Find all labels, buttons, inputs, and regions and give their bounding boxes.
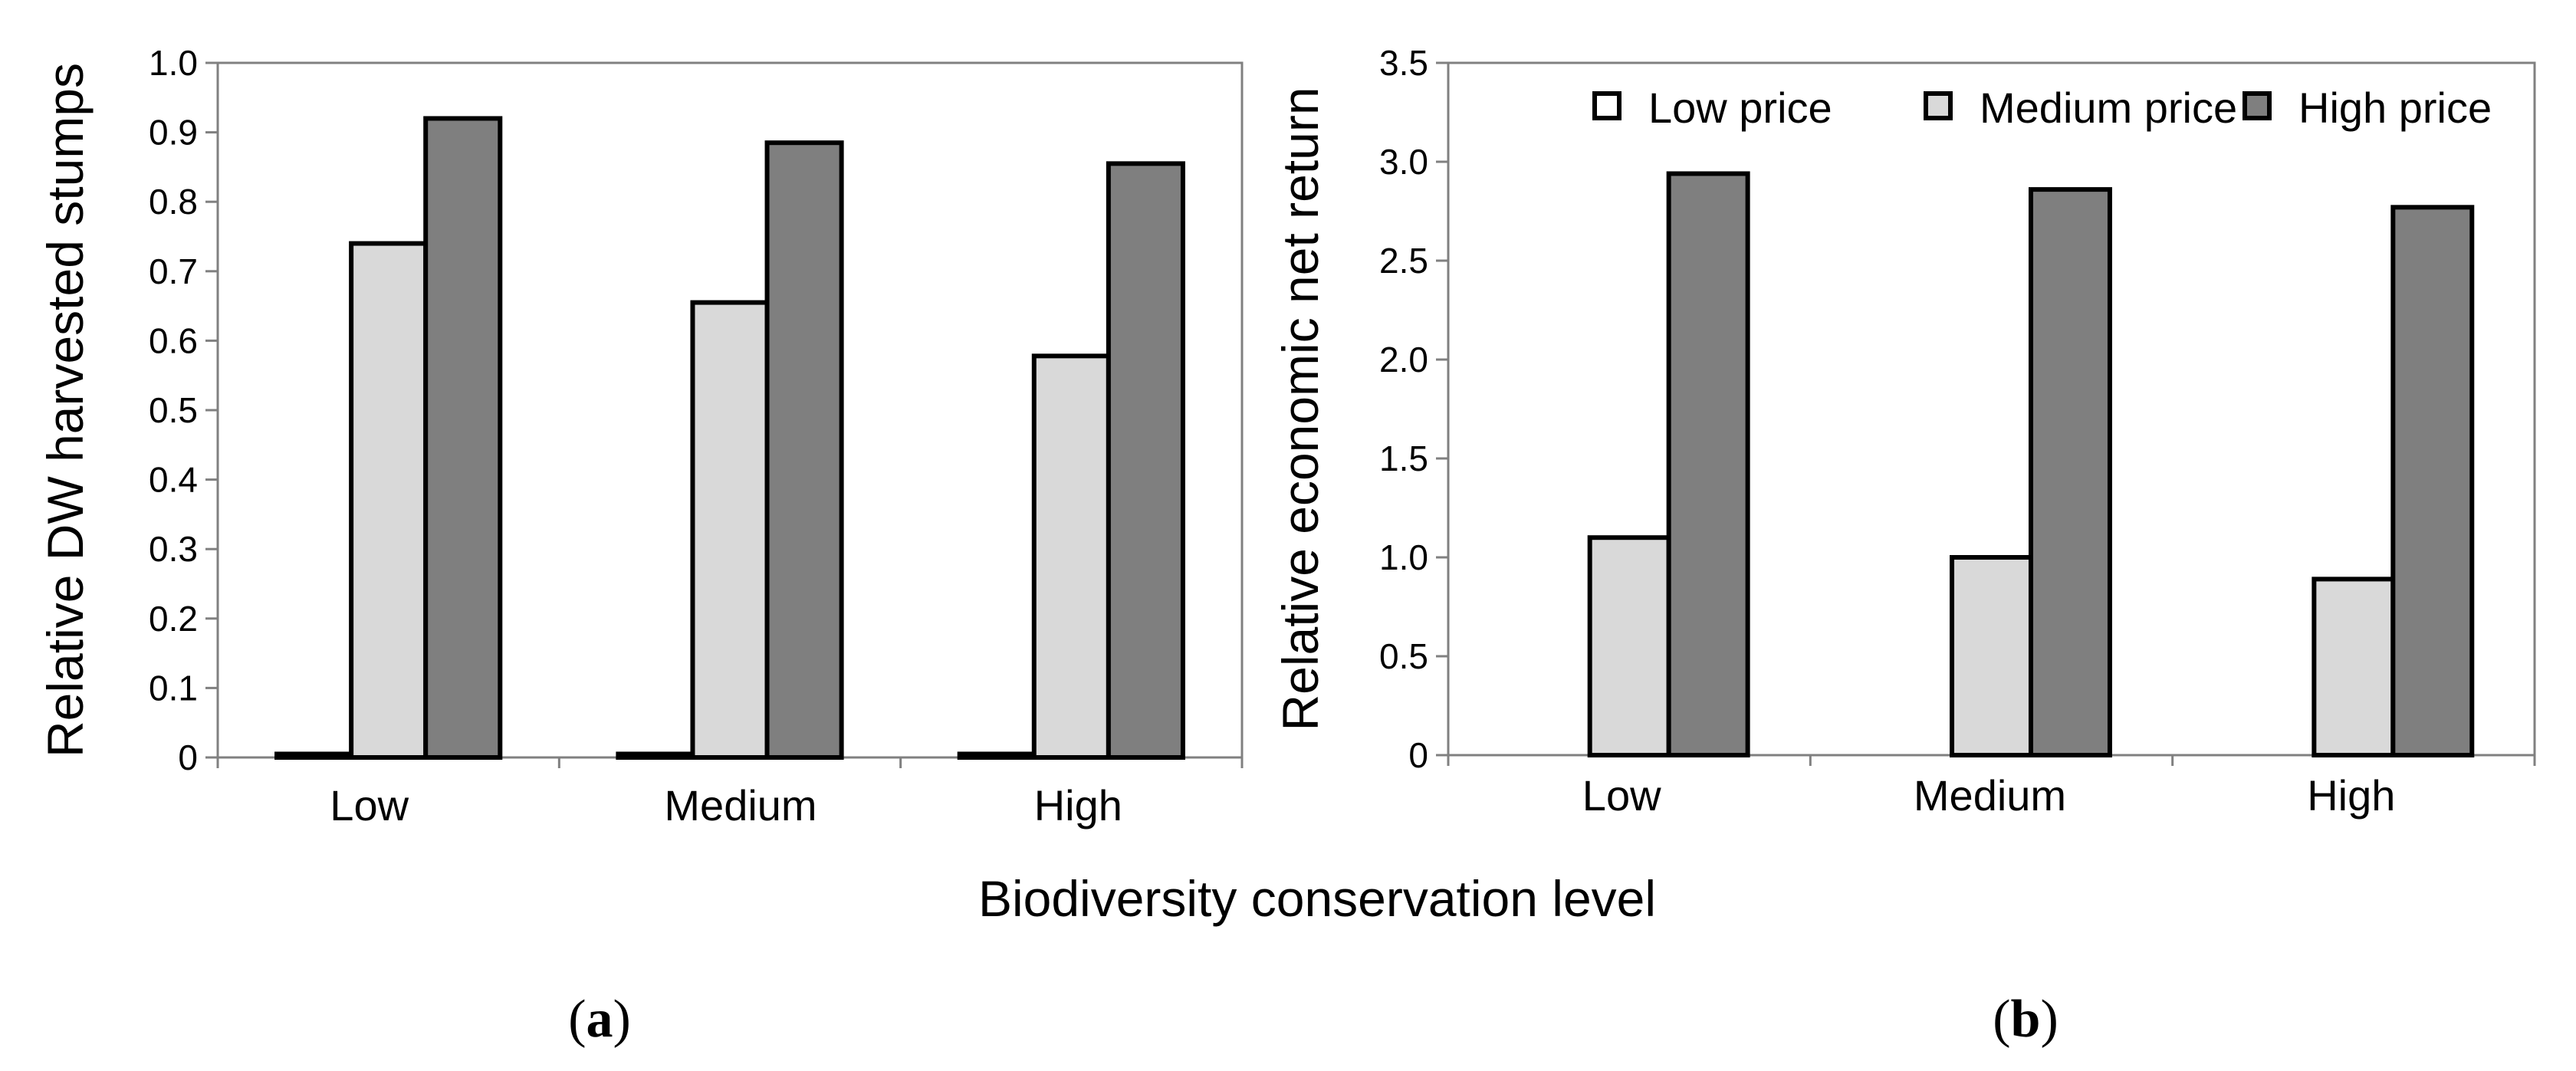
chart-a-bar-high-price-low: [423, 116, 503, 761]
chart-b-y-tick-label: 2.0: [1379, 340, 1428, 379]
chart-a-bar-low-price-low: [274, 751, 354, 760]
chart-b-bar-medium-price-low: [1587, 535, 1671, 757]
chart-a-y-tick-label: 0.7: [149, 251, 198, 291]
chart-a-y-tick-label: 1.0: [149, 43, 198, 83]
legend-label-high-price: High price: [2298, 84, 2492, 132]
panel-label-a: (a): [568, 990, 631, 1049]
chart-a-y-tick-label: 0: [178, 738, 198, 777]
chart-b-y-tick-label: 0.5: [1379, 636, 1428, 676]
chart-a-relative-dw-harvested-stumps: 0 0.1 0.2 0.3 0.4 0.5 0.6 0.7 0.8 0.9 1.0 Relative …: [37, 43, 1244, 830]
chart-a-bar-high-price-high: [1106, 161, 1185, 760]
chart-b-bar-medium-price-high: [2312, 577, 2396, 757]
chart-a-bar-high-price-medium: [764, 140, 844, 760]
chart-a-y-tick-label: 0.2: [149, 599, 198, 639]
chart-b-relative-economic-net-return: 0 0.5 1.0 1.5 2.0 2.5 3.0 3.5 Relative economic …: [1272, 43, 2536, 820]
shared-x-axis-title: Biodiversity conservation level: [978, 870, 1656, 927]
chart-a-x-tick-label: Medium: [664, 781, 816, 830]
chart-a-bar-medium-price-low: [349, 241, 429, 760]
chart-b-y-tick-label: 1.0: [1379, 537, 1428, 577]
chart-b-bar-high-price-high: [2390, 205, 2475, 757]
legend-swatch-medium-price: [1924, 91, 1953, 120]
legend-swatch-low-price: [1592, 91, 1622, 120]
chart-b-bar-high-price-low: [1666, 171, 1750, 758]
chart-a-y-tick-label: 0.4: [149, 460, 198, 500]
chart-a-y-axis-title: Relative DW harvested stumps: [37, 63, 94, 757]
chart-a-y-tick-label: 0.6: [149, 320, 198, 360]
chart-b-x-tick-label: Low: [1582, 771, 1661, 820]
chart-a-y-tick-label: 0.3: [149, 529, 198, 569]
chart-b-bar-high-price-medium: [2028, 187, 2112, 757]
chart-b-y-tick-label: 1.5: [1379, 439, 1428, 478]
chart-a-y-tick-label: 0.8: [149, 182, 198, 222]
chart-a-x-tick-label: Low: [330, 781, 409, 830]
chart-b-y-tick-label: 3.0: [1379, 142, 1428, 182]
chart-a-y-tick-label: 0.9: [149, 113, 198, 153]
legend-label-low-price: Low price: [1648, 84, 1832, 132]
chart-b-y-tick-label: 3.5: [1379, 43, 1428, 83]
legend-label-medium-price: Medium price: [1980, 84, 2237, 132]
chart-a-bar-low-price-high: [957, 751, 1037, 760]
chart-b-y-axis-title: Relative economic net return: [1272, 87, 1329, 731]
chart-b-y-tick-label: 2.5: [1379, 241, 1428, 281]
panel-label-b: (b): [1993, 990, 2058, 1049]
chart-b-y-tick-label: 0: [1408, 735, 1428, 775]
chart-a-bar-low-price-medium: [616, 751, 695, 760]
chart-a-y-tick-label: 0.1: [149, 668, 198, 708]
legend-swatch-high-price: [2242, 91, 2272, 120]
chart-b-x-tick-label: High: [2307, 771, 2395, 820]
legend: Low price Medium price High price: [1592, 84, 2492, 132]
chart-a-bar-medium-price-medium: [690, 300, 770, 760]
chart-a-x-tick-label: High: [1034, 781, 1122, 830]
chart-b-x-tick-label: Medium: [1914, 771, 2066, 820]
chart-b-bar-medium-price-medium: [1950, 555, 2033, 757]
chart-a-bar-medium-price-high: [1031, 353, 1111, 761]
chart-a-y-tick-label: 0.5: [149, 390, 198, 430]
